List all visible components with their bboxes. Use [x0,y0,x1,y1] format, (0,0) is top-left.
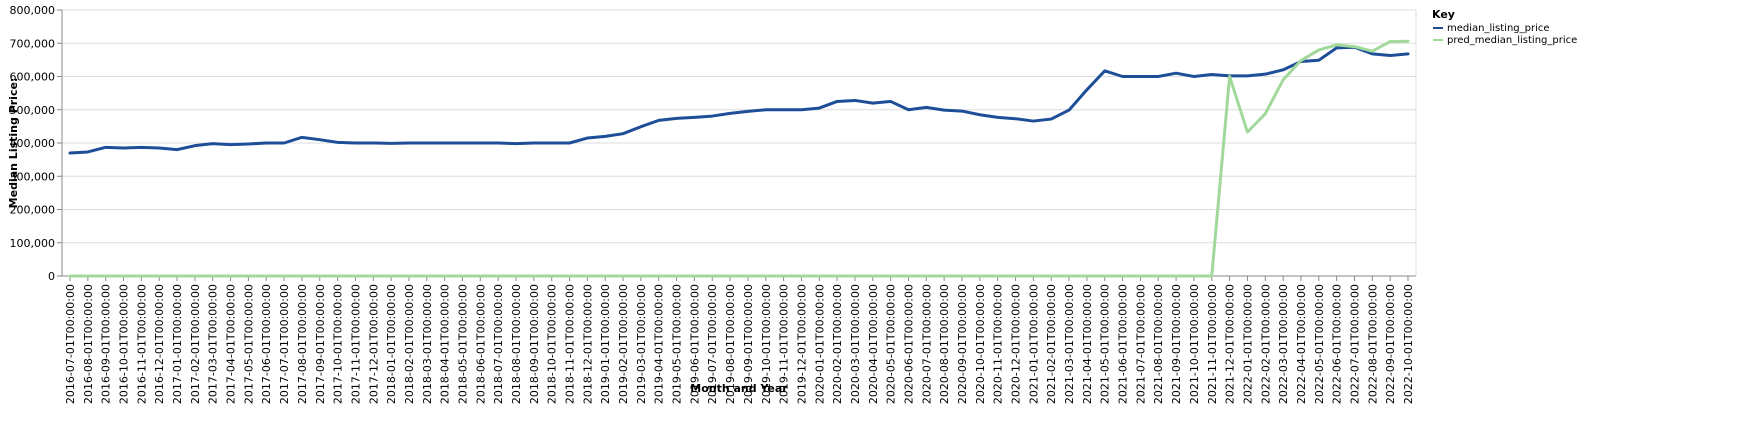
x-tick-label: 2021-09-01T00:00:00 [1170,284,1183,404]
y-tick-label: 700,000 [10,37,56,50]
x-tick-label: 2021-06-01T00:00:00 [1117,284,1130,404]
x-tick-label: 2022-06-01T00:00:00 [1331,284,1344,404]
x-tick-label: 2022-10-01T00:00:00 [1402,284,1415,404]
x-tick-label: 2019-01-01T00:00:00 [599,284,612,404]
x-tick-label: 2018-10-01T00:00:00 [546,284,559,404]
x-tick-label: 2017-02-01T00:00:00 [189,284,202,404]
x-tick-label: 2022-03-01T00:00:00 [1277,284,1290,404]
x-tick-label: 2021-02-01T00:00:00 [1045,284,1058,404]
x-tick-label: 2020-01-01T00:00:00 [813,284,826,404]
x-tick-label: 2019-06-01T00:00:00 [688,284,701,404]
y-tick-label: 300,000 [10,170,56,183]
x-tick-label: 2018-01-01T00:00:00 [385,284,398,404]
x-tick-label: 2021-03-01T00:00:00 [1063,284,1076,404]
x-tick-label: 2021-12-01T00:00:00 [1224,284,1237,404]
x-tick-label: 2017-09-01T00:00:00 [314,284,327,404]
y-tick-label: 800,000 [10,4,56,17]
x-tick-label: 2022-04-01T00:00:00 [1295,284,1308,404]
x-tick-label: 2016-08-01T00:00:00 [82,284,95,404]
x-tick-label: 2016-10-01T00:00:00 [118,284,131,404]
x-tick-label: 2020-03-01T00:00:00 [849,284,862,404]
series-lines [68,39,1410,278]
x-tick-label: 2017-12-01T00:00:00 [367,284,380,404]
x-axis-title: Month and Year [690,382,788,395]
y-tick-label: 100,000 [10,237,56,250]
y-tick-label: 500,000 [10,104,56,117]
x-tick-label: 2021-11-01T00:00:00 [1206,284,1219,404]
x-tick-label: 2018-07-01T00:00:00 [492,284,505,404]
x-tick-label: 2021-07-01T00:00:00 [1134,284,1147,404]
x-tick-label: 2020-02-01T00:00:00 [831,284,844,404]
x-tick-label: 2017-10-01T00:00:00 [332,284,345,404]
x-tick-label: 2021-01-01T00:00:00 [1027,284,1040,404]
legend: Key median_listing_pricepred_median_list… [1432,8,1577,46]
x-tick-label: 2018-02-01T00:00:00 [403,284,416,404]
x-tick-label: 2019-11-01T00:00:00 [778,284,791,404]
x-tick-label: 2019-12-01T00:00:00 [795,284,808,404]
x-tick-label: 2019-09-01T00:00:00 [742,284,755,404]
x-tick-label: 2022-08-01T00:00:00 [1366,284,1379,404]
x-tick-label: 2021-05-01T00:00:00 [1099,284,1112,404]
x-tick-label: 2020-12-01T00:00:00 [1010,284,1023,404]
x-tick-label: 2016-09-01T00:00:00 [100,284,113,404]
x-tick-label: 2018-12-01T00:00:00 [581,284,594,404]
legend-label: pred_median_listing_price [1447,35,1577,46]
x-tick-label: 2020-05-01T00:00:00 [885,284,898,404]
x-tick-label: 2022-01-01T00:00:00 [1241,284,1254,404]
x-tick-label: 2016-11-01T00:00:00 [135,284,148,404]
x-tick-label: 2017-08-01T00:00:00 [296,284,309,404]
x-tick-label: 2020-11-01T00:00:00 [992,284,1005,404]
y-axis-title: Median Listing Price: [7,78,20,209]
x-tick-label: 2020-08-01T00:00:00 [938,284,951,404]
x-tick-label: 2018-11-01T00:00:00 [564,284,577,404]
x-tick-label: 2019-03-01T00:00:00 [635,284,648,404]
x-tick-label: 2019-07-01T00:00:00 [706,284,719,404]
y-tick-label: 0 [48,270,55,283]
x-tick-label: 2022-09-01T00:00:00 [1384,284,1397,404]
x-tick-label: 2018-05-01T00:00:00 [456,284,469,404]
x-tick-label: 2016-12-01T00:00:00 [153,284,166,404]
x-tick-label: 2020-07-01T00:00:00 [920,284,933,404]
x-tick-label: 2020-09-01T00:00:00 [956,284,969,404]
x-tick-label: 2020-04-01T00:00:00 [867,284,880,404]
x-tick-label: 2022-02-01T00:00:00 [1259,284,1272,404]
x-tick-label: 2019-02-01T00:00:00 [617,284,630,404]
x-tick-label: 2018-03-01T00:00:00 [421,284,434,404]
x-tick-label: 2019-05-01T00:00:00 [671,284,684,404]
y-tick-label: 600,000 [10,71,56,84]
series-line-median-listing-price [68,45,1410,155]
series-line-pred-median-listing-price [68,39,1410,278]
x-tick-label: 2020-10-01T00:00:00 [974,284,987,404]
x-tick-label: 2017-07-01T00:00:00 [278,284,291,404]
x-tick-label: 2017-04-01T00:00:00 [225,284,238,404]
legend-title: Key [1432,8,1455,21]
legend-label: median_listing_price [1447,23,1550,34]
x-tick-label: 2018-08-01T00:00:00 [510,284,523,404]
x-tick-label: 2018-04-01T00:00:00 [439,284,452,404]
x-tick-label: 2021-04-01T00:00:00 [1081,284,1094,404]
x-tick-label: 2021-08-01T00:00:00 [1152,284,1165,404]
y-tick-label: 400,000 [10,137,56,150]
x-tick-label: 2017-06-01T00:00:00 [260,284,273,404]
x-tick-label: 2016-07-01T00:00:00 [64,284,77,404]
axes: 0 100,000 200,000 300,000 400,000 500,000 600,… [10,4,1416,404]
x-tick-label: 2018-06-01T00:00:00 [474,284,487,404]
x-tick-label: 2017-05-01T00:00:00 [242,284,255,404]
x-tick-label: 2019-04-01T00:00:00 [653,284,666,404]
x-tick-label: 2022-05-01T00:00:00 [1313,284,1326,404]
y-tick-label: 200,000 [10,204,56,217]
x-tick-label: 2018-09-01T00:00:00 [528,284,541,404]
x-tick-label: 2019-10-01T00:00:00 [760,284,773,404]
x-tick-label: 2017-11-01T00:00:00 [349,284,362,404]
x-tick-label: 2019-08-01T00:00:00 [724,284,737,404]
x-tick-label: 2017-03-01T00:00:00 [207,284,220,404]
x-tick-label: 2020-06-01T00:00:00 [902,284,915,404]
x-tick-label: 2022-07-01T00:00:00 [1348,284,1361,404]
x-tick-label: 2017-01-01T00:00:00 [171,284,184,404]
x-tick-label: 2021-10-01T00:00:00 [1188,284,1201,404]
